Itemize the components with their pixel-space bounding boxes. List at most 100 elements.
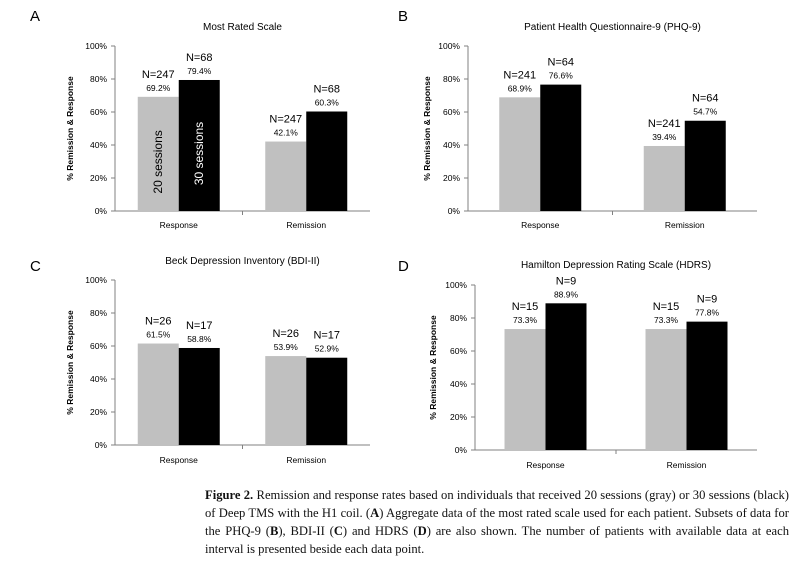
- x-category-label: Response: [521, 220, 560, 230]
- caption-ref-c: C: [333, 524, 343, 538]
- y-tick-label: 80%: [443, 74, 460, 84]
- y-tick-label: 60%: [90, 341, 107, 351]
- bar-n-label: N=9: [697, 294, 718, 306]
- y-tick-label: 0%: [95, 206, 108, 216]
- y-tick-label: 80%: [90, 74, 107, 84]
- bar-n-label: N=15: [653, 301, 680, 313]
- y-tick-label: 0%: [95, 440, 108, 450]
- bar-black: [686, 321, 728, 450]
- bar-n-label: N=26: [145, 316, 172, 328]
- bar-black: [545, 303, 587, 450]
- bar-percent-label: 54.7%: [693, 107, 718, 117]
- bar-n-label: N=15: [512, 301, 539, 313]
- bar-gray: [499, 97, 541, 211]
- in-bar-series-label: 30 sessions: [192, 122, 206, 185]
- bar-n-label: N=247: [142, 69, 175, 81]
- y-tick-label: 20%: [90, 407, 107, 417]
- panel-label-c: C: [30, 258, 41, 275]
- bar-n-label: N=64: [692, 93, 719, 105]
- y-tick-label: 100%: [85, 41, 107, 51]
- chart-title: Most Rated Scale: [203, 22, 282, 33]
- caption-ref-b: B: [269, 524, 279, 538]
- chart-title: Hamilton Depression Rating Scale (HDRS): [521, 260, 711, 271]
- bar-n-label: N=26: [272, 328, 299, 340]
- bar-percent-label: 60.3%: [315, 98, 340, 108]
- chart-b-svg: Patient Health Questionnaire-9 (PHQ-9) % …: [422, 22, 757, 230]
- bar-gray: [265, 356, 307, 445]
- panel-label-b: B: [398, 8, 409, 25]
- bar-n-label: N=17: [186, 320, 213, 332]
- bar-percent-label: 53.9%: [274, 342, 299, 352]
- y-tick-label: 20%: [450, 412, 467, 422]
- chart-title: Beck Depression Inventory (BDI-II): [165, 256, 320, 267]
- bar-percent-label: 77.8%: [695, 308, 720, 318]
- chart-panel-c: Beck Depression Inventory (BDI-II) % Remi…: [0, 0, 380, 480]
- x-category-label: Remission: [665, 220, 705, 230]
- x-category-label: Response: [160, 455, 199, 465]
- y-tick-label: 80%: [450, 313, 467, 323]
- caption-ref-a: A: [370, 506, 380, 520]
- bar-percent-label: 76.6%: [549, 71, 574, 81]
- x-category-label: Remission: [286, 455, 326, 465]
- bar-black: [306, 111, 348, 211]
- x-category-label: Response: [160, 220, 199, 230]
- bar-percent-label: 68.9%: [508, 83, 533, 93]
- chart-panel-d: Hamilton Depression Rating Scale (HDRS)%…: [428, 260, 757, 470]
- in-bar-series-label: 20 sessions: [151, 130, 165, 193]
- bar-percent-label: 79.4%: [187, 66, 212, 76]
- bar-gray: [643, 145, 685, 211]
- figure-caption: Figure 2. Remission and response rates b…: [205, 486, 789, 558]
- y-axis-label: % Remission & Response: [428, 315, 438, 420]
- y-tick-label: 20%: [90, 173, 107, 183]
- x-category-label: Remission: [667, 460, 707, 470]
- y-tick-label: 40%: [450, 379, 467, 389]
- bar-n-label: N=241: [503, 69, 536, 81]
- bar-n-label: N=68: [313, 84, 340, 96]
- y-tick-label: 80%: [90, 308, 107, 318]
- bar-n-label: N=64: [547, 57, 574, 69]
- caption-text-2: ) Aggregate data of the most rated scale…: [205, 506, 789, 538]
- bar-n-label: N=9: [556, 275, 577, 287]
- y-tick-label: 20%: [443, 173, 460, 183]
- bar-percent-label: 39.4%: [652, 132, 677, 142]
- y-tick-label: 40%: [90, 374, 107, 384]
- bar-percent-label: 73.3%: [654, 315, 679, 325]
- y-tick-label: 100%: [438, 41, 460, 51]
- y-tick-label: 60%: [450, 346, 467, 356]
- y-tick-label: 60%: [90, 107, 107, 117]
- bar-percent-label: 88.9%: [554, 289, 579, 299]
- y-tick-label: 40%: [90, 140, 107, 150]
- chart-title: Patient Health Questionnaire-9 (PHQ-9): [524, 22, 701, 33]
- y-tick-label: 0%: [455, 445, 468, 455]
- bar-percent-label: 42.1%: [274, 128, 299, 138]
- bar-black: [684, 120, 726, 211]
- bar-gray: [504, 329, 546, 450]
- caption-text-3: ), BDI-II (: [278, 524, 334, 538]
- bar-percent-label: 69.2%: [146, 83, 171, 93]
- x-category-label: Response: [526, 460, 565, 470]
- bar-percent-label: 58.8%: [187, 334, 212, 344]
- bar-percent-label: 61.5%: [146, 330, 171, 340]
- bar-black: [178, 79, 220, 212]
- y-tick-label: 40%: [443, 140, 460, 150]
- bar-percent-label: 52.9%: [315, 344, 340, 354]
- bar-gray: [265, 141, 307, 211]
- bar-n-label: N=247: [269, 114, 302, 126]
- y-axis-label: % Remission & Response: [65, 310, 75, 415]
- panel-label-d: D: [398, 258, 409, 275]
- bar-percent-label: 73.3%: [513, 315, 538, 325]
- bar-n-label: N=68: [186, 52, 213, 64]
- caption-text-1: Remission and response rates based on in…: [205, 488, 789, 520]
- y-axis-label: % Remission & Response: [65, 76, 75, 181]
- panel-label-a: A: [30, 8, 41, 25]
- chart-d-svg: Hamilton Depression Rating Scale (HDRS)%…: [428, 260, 757, 470]
- bar-black: [306, 357, 348, 445]
- bar-gray: [645, 329, 687, 450]
- caption-text-4: ) and HDRS (: [342, 524, 418, 538]
- y-axis-label: % Remission & Response: [422, 76, 432, 181]
- bar-n-label: N=241: [648, 118, 681, 130]
- x-category-label: Remission: [286, 220, 326, 230]
- chart-a-svg: Most Rated Scale % Remission & Response 0%…: [65, 22, 370, 230]
- chart-panel-b: Patient Health Questionnaire-9 (PHQ-9) % …: [0, 0, 760, 245]
- bar-black: [178, 347, 220, 445]
